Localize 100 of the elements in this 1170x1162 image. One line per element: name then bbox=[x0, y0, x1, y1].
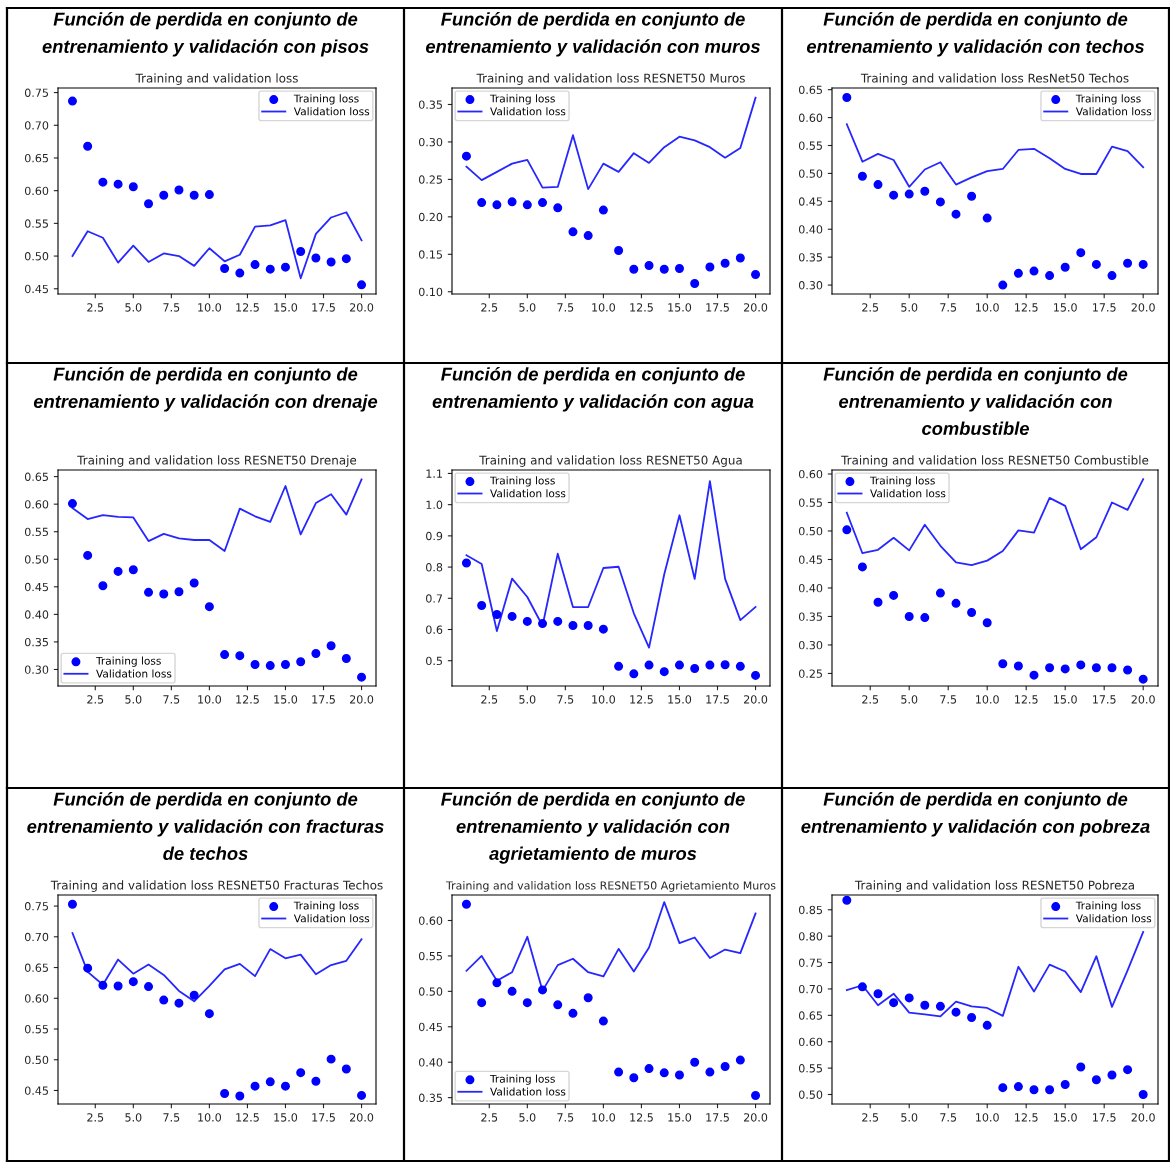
point bbox=[1029, 1085, 1039, 1095]
point bbox=[98, 581, 108, 591]
y-tick-label: 0.80 bbox=[798, 932, 823, 941]
y-tick-label: 0.65 bbox=[798, 85, 822, 95]
chart-subtitle: Training and validation loss ResNet50 Techos bbox=[860, 73, 1129, 85]
point bbox=[674, 1070, 684, 1080]
chart-subtitle: Training and validation loss RESNET50 Agua bbox=[479, 455, 742, 467]
y-tick-label: 0.60 bbox=[24, 994, 49, 1003]
y-tick-label: 0.35 bbox=[798, 253, 822, 262]
point bbox=[614, 661, 624, 671]
y-tick-label: 0.55 bbox=[798, 1064, 822, 1073]
point bbox=[1138, 674, 1148, 684]
x-tick-label: 5.0 bbox=[125, 1113, 142, 1122]
point bbox=[951, 1007, 961, 1017]
point bbox=[128, 182, 138, 192]
y-tick-label: 0.55 bbox=[418, 951, 442, 961]
point bbox=[629, 669, 639, 679]
chart-title: Función de perdida en conjunto de entrenamiento y validación con techos bbox=[806, 12, 1145, 57]
y-tick-label: 0.55 bbox=[798, 141, 822, 150]
x-tick-label: 2.5 bbox=[862, 695, 879, 704]
point bbox=[842, 895, 852, 905]
x-tick-label: 17.5 bbox=[1093, 303, 1116, 312]
x-tick-label: 17.5 bbox=[706, 303, 729, 312]
point bbox=[128, 977, 138, 987]
point bbox=[144, 199, 154, 209]
legend-label: Training loss bbox=[1075, 94, 1141, 105]
point bbox=[644, 261, 654, 271]
x-tick-label: 15.0 bbox=[668, 1113, 692, 1122]
point bbox=[357, 672, 367, 682]
point bbox=[857, 562, 867, 572]
y-tick-label: 0.50 bbox=[24, 252, 49, 261]
chart-title: Función de perdida en conjunto de entrenamiento y validación con combustible bbox=[823, 367, 1128, 436]
legend-label: Training loss bbox=[1075, 901, 1141, 912]
point bbox=[553, 616, 563, 626]
point bbox=[461, 558, 471, 568]
line-series bbox=[845, 478, 1145, 567]
x-tick-label: 10.0 bbox=[592, 695, 616, 704]
point bbox=[220, 263, 230, 273]
point bbox=[204, 1009, 214, 1019]
point bbox=[265, 661, 275, 671]
point bbox=[189, 578, 199, 588]
point bbox=[98, 980, 108, 990]
y-tick-label: 0.35 bbox=[24, 637, 48, 647]
point bbox=[341, 254, 351, 264]
point bbox=[920, 1000, 930, 1010]
line-series bbox=[71, 211, 363, 280]
x-tick-label: 2.5 bbox=[87, 695, 104, 704]
x-tick-label: 12.5 bbox=[630, 1113, 653, 1122]
legend-label: Validation loss bbox=[1075, 107, 1152, 116]
chart-subtitle: Training and validation loss RESNET50 Agrietamiento Muros bbox=[445, 881, 776, 892]
legend-label: Training loss bbox=[293, 901, 359, 912]
point bbox=[659, 264, 669, 274]
point bbox=[1091, 1075, 1101, 1085]
x-tick-label: 7.5 bbox=[557, 303, 574, 312]
point bbox=[204, 602, 214, 612]
point bbox=[1123, 665, 1133, 675]
y-tick-label: 0.50 bbox=[24, 1055, 49, 1065]
x-tick-label: 2.5 bbox=[87, 1113, 104, 1122]
y-tick-label: 0.45 bbox=[798, 197, 822, 206]
y-tick-label: 0.45 bbox=[798, 555, 822, 564]
y-tick-label: 0.55 bbox=[24, 219, 48, 228]
point bbox=[720, 660, 730, 670]
x-tick-label: 20.0 bbox=[349, 303, 374, 312]
point bbox=[1013, 661, 1023, 671]
point bbox=[341, 653, 351, 663]
chart-subtitle: Training and validation loss RESNET50 Fracturas Techos bbox=[50, 880, 383, 892]
y-tick-label: 0.60 bbox=[24, 500, 49, 509]
y-tick-label: 0.85 bbox=[798, 905, 822, 915]
point bbox=[720, 258, 730, 268]
x-tick-label: 15.0 bbox=[274, 303, 298, 312]
x-tick-label: 20.0 bbox=[743, 695, 768, 704]
point bbox=[751, 670, 761, 680]
point bbox=[598, 624, 608, 634]
legend-label: Validation loss bbox=[96, 669, 172, 678]
y-tick-label: 0.65 bbox=[24, 153, 48, 163]
point bbox=[189, 990, 199, 1000]
point bbox=[67, 499, 77, 509]
point bbox=[705, 262, 715, 272]
point bbox=[265, 1077, 275, 1087]
y-tick-label: 0.65 bbox=[24, 472, 48, 481]
y-tick-label: 0.70 bbox=[798, 984, 823, 994]
x-tick-label: 5.0 bbox=[519, 303, 536, 312]
x-tick-label: 12.5 bbox=[236, 1113, 259, 1122]
point bbox=[735, 661, 745, 671]
y-tick-label: 0.40 bbox=[418, 1058, 443, 1067]
point bbox=[250, 660, 260, 670]
point bbox=[842, 92, 852, 102]
point bbox=[998, 659, 1008, 669]
point bbox=[113, 981, 123, 991]
x-tick-label: 15.0 bbox=[668, 303, 692, 312]
y-tick-label: 0.60 bbox=[24, 186, 49, 196]
point bbox=[920, 186, 930, 196]
point bbox=[951, 209, 961, 219]
x-tick-label: 12.5 bbox=[236, 303, 259, 312]
x-tick-label: 10.0 bbox=[198, 303, 222, 312]
legend-label: Training loss bbox=[869, 476, 935, 487]
y-tick-label: 1.0 bbox=[426, 500, 443, 510]
point bbox=[538, 198, 548, 208]
point bbox=[674, 660, 684, 670]
point bbox=[522, 998, 532, 1008]
